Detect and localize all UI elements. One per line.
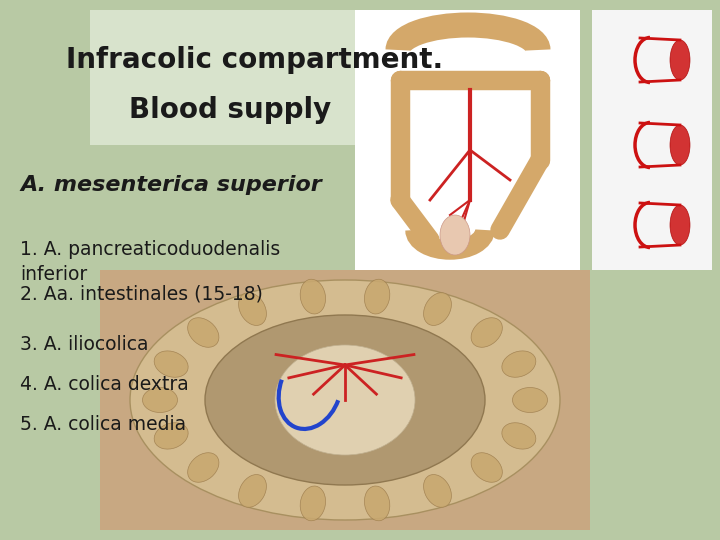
Ellipse shape (275, 345, 415, 455)
Ellipse shape (502, 423, 536, 449)
Bar (355, 10, 580, 270)
Ellipse shape (423, 475, 451, 507)
Text: 4. A. colica dextra: 4. A. colica dextra (20, 375, 189, 394)
Bar (592, 10, 712, 270)
Ellipse shape (670, 40, 690, 80)
Ellipse shape (502, 351, 536, 377)
Ellipse shape (670, 205, 690, 245)
Ellipse shape (364, 279, 390, 314)
Ellipse shape (440, 215, 470, 255)
Ellipse shape (130, 280, 560, 520)
Ellipse shape (143, 388, 178, 413)
Ellipse shape (154, 423, 188, 449)
Text: 1. A. pancreaticoduodenalis
inferior: 1. A. pancreaticoduodenalis inferior (20, 240, 280, 284)
Ellipse shape (154, 351, 188, 377)
Ellipse shape (513, 388, 547, 413)
Ellipse shape (300, 486, 325, 521)
Text: Blood supply: Blood supply (129, 96, 331, 124)
Text: 3. A. iliocolica: 3. A. iliocolica (20, 335, 148, 354)
Text: 2. Aa. intestinales (15-18): 2. Aa. intestinales (15-18) (20, 285, 263, 304)
Ellipse shape (364, 486, 390, 521)
Bar (90, 10, 430, 145)
Bar (100, 270, 590, 530)
Ellipse shape (188, 318, 219, 347)
Ellipse shape (471, 318, 503, 347)
Text: A. mesenterica superior: A. mesenterica superior (20, 175, 322, 195)
Ellipse shape (300, 279, 325, 314)
Ellipse shape (238, 475, 266, 507)
Ellipse shape (188, 453, 219, 482)
Ellipse shape (238, 293, 266, 326)
Ellipse shape (205, 315, 485, 485)
Ellipse shape (670, 125, 690, 165)
Text: Infracolic compartment.: Infracolic compartment. (66, 46, 444, 74)
Ellipse shape (471, 453, 503, 482)
Ellipse shape (423, 293, 451, 326)
Text: 5. A. colica media: 5. A. colica media (20, 415, 186, 434)
